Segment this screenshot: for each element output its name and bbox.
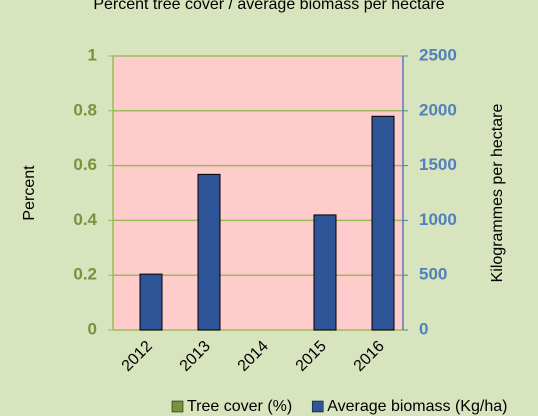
y-tick-label: 0.8 <box>73 100 97 119</box>
y2-tick-label: 0 <box>419 319 428 338</box>
y2-tick-label: 2000 <box>419 100 457 119</box>
bar <box>371 115 395 331</box>
legend-label: Tree cover (%) <box>187 398 292 415</box>
y-tick-label: 0.2 <box>73 265 97 284</box>
x-tick-label: 2015 <box>293 338 330 375</box>
y2-tick-label: 500 <box>419 265 447 284</box>
bar <box>313 214 337 331</box>
y2-tick-label: 2500 <box>419 45 457 64</box>
chart-title: Percent tree cover / average biomass per… <box>93 0 444 13</box>
y-tick-label: 1 <box>88 45 97 64</box>
bar <box>139 273 163 331</box>
y-axis-label: Percent <box>21 165 38 221</box>
x-tick-label: 2014 <box>235 338 272 375</box>
y-tick-label: 0 <box>88 319 97 338</box>
x-tick-label: 2012 <box>119 338 156 375</box>
legend-label: Average biomass (Kg/ha) <box>327 398 507 415</box>
legend-swatch <box>311 400 324 413</box>
x-tick-label: 2013 <box>177 338 214 375</box>
y2-tick-label: 1000 <box>419 210 457 229</box>
y2-tick-label: 1500 <box>419 155 457 174</box>
y2-axis-label: Kilogrammes per hectare <box>489 104 506 283</box>
y-tick-label: 0.6 <box>73 155 97 174</box>
x-tick-label: 2016 <box>351 338 388 375</box>
y-tick-label: 0.4 <box>73 210 97 229</box>
legend-swatch <box>171 400 184 413</box>
bar <box>197 173 221 331</box>
